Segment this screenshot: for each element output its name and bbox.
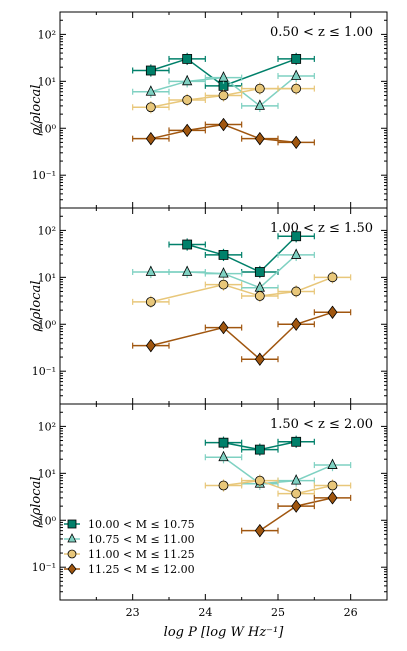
legend-marker [67,519,77,529]
data-point [254,99,265,110]
data-point [254,83,265,94]
x-tick-label: 23 [126,606,140,619]
y-tick-label: 10⁻¹ [32,561,56,574]
data-point [145,65,156,76]
data-point [327,305,338,319]
data-point [182,95,193,105]
data-point [327,272,338,283]
legend-marker [67,533,77,543]
data-point [182,265,193,276]
data-point [218,450,229,462]
legend: 10.00 < M ≤ 10.75 10.75 < M ≤ 11.00 11.00 … [64,518,195,576]
data-point [182,74,193,86]
data-point [291,488,302,499]
panel-title: 1.50 < z ≤ 2.00 [270,417,373,432]
legend-label: 10.75 < M ≤ 11.00 [88,533,195,546]
data-point [291,54,302,64]
data-point [291,317,302,331]
y-tick-label: 10⁰ [38,514,57,527]
y-tick-label: 10⁻¹ [32,169,56,182]
data-point [327,491,338,505]
y-tick-label: 10⁻¹ [32,365,56,378]
series-line-3 [150,311,333,361]
y-tick-label: 10² [38,420,56,433]
data-point [291,436,302,447]
panel-3: 10⁻¹ 10⁰ 10¹ 10² ρ/ρlocal 1.50 < z ≤ 2.00 [29,403,388,601]
data-point [218,71,229,82]
legend-marker [67,549,77,559]
panel-2: 10⁻¹ 10⁰ 10¹ 10² ρ/ρlocal 1.00 < z ≤ 1.50 [29,207,388,405]
panel-data [132,52,315,150]
data-point [291,135,302,150]
panel-frame [59,11,388,209]
legend-label: 11.00 < M ≤ 11.25 [88,548,195,561]
y-tick-label: 10⁰ [38,122,57,135]
data-point [254,352,265,366]
data-point [145,102,156,113]
x-tick-label: 26 [344,606,358,619]
data-point [291,69,302,80]
legend-label: 11.25 < M ≤ 12.00 [88,563,195,576]
data-point [327,480,338,491]
series-line-0 [150,58,297,87]
data-point [254,291,265,301]
data-point [291,248,302,259]
legend-label: 10.00 < M ≤ 10.75 [88,518,195,531]
panel-data [204,435,352,538]
data-point [218,320,229,335]
data-point [145,265,156,276]
legend-marker [67,563,77,575]
data-point [291,83,302,94]
data-point [254,267,265,277]
y-axis-label: ρ/ρlocal [29,281,44,333]
panel-data [132,230,352,366]
data-point [218,90,229,101]
y-tick-label: 10⁰ [38,318,57,331]
data-point [291,499,302,513]
data-point [145,296,156,307]
panel-frame [59,403,388,601]
data-point [145,85,156,96]
data-point [218,117,229,132]
data-point [182,123,193,138]
data-point [254,524,265,538]
data-point [145,338,156,353]
y-tick-label: 10¹ [38,467,56,480]
data-point [254,444,265,455]
data-point [182,54,193,64]
data-point [291,286,302,297]
data-point [291,231,302,242]
panel-1: 10⁻¹ 10⁰ 10¹ 10² ρ/ρlocal 0.50 < z ≤ 1.00 [29,11,388,209]
panel-title: 0.50 < z ≤ 1.00 [270,25,373,40]
panel-frame [59,207,388,405]
data-point [145,132,156,146]
x-axis-label: log P [log W Hz⁻¹] [164,625,285,640]
data-point [218,437,229,448]
y-axis-label: ρ/ρlocal [29,477,44,529]
y-tick-label: 10² [38,224,56,237]
y-axis-label: ρ/ρlocal [29,85,44,137]
data-point [218,250,229,260]
data-point [327,458,338,469]
data-point [218,480,229,491]
x-tick-label: 24 [198,606,212,619]
data-point [291,474,302,485]
y-tick-label: 10² [38,28,56,41]
data-point [218,279,229,290]
data-point [254,132,265,146]
data-point [254,475,265,486]
x-tick-label: 25 [271,606,285,619]
y-tick-label: 10¹ [38,271,56,284]
panel-title: 1.00 < z ≤ 1.50 [270,221,373,236]
data-point [182,239,193,250]
data-point [218,267,229,278]
y-tick-label: 10¹ [38,75,56,88]
